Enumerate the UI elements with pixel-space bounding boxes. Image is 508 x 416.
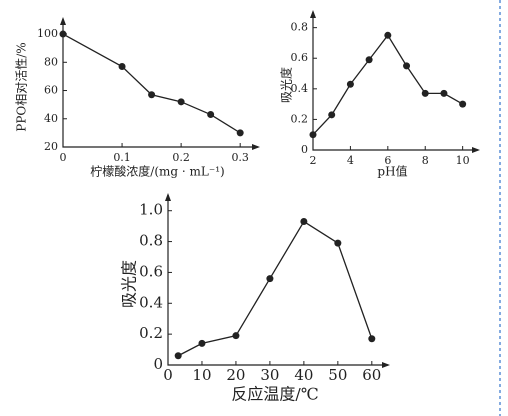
y-axis-label: 吸光度: [120, 260, 139, 308]
x-tick-label: 0.2: [172, 151, 190, 164]
data-line: [177, 220, 373, 357]
axis: [62, 19, 258, 148]
axis-arrow: [60, 17, 260, 150]
data-point: [403, 62, 411, 70]
data-point: [148, 91, 156, 99]
data-point: [198, 339, 206, 347]
y-tick-label: 0: [153, 355, 163, 373]
axis: [312, 12, 478, 151]
data-point: [334, 239, 342, 247]
y-tick-label: 0.2: [291, 112, 309, 125]
data-point: [266, 275, 274, 283]
x-tick-label: 4: [347, 154, 354, 167]
x-tick-label: 50: [328, 366, 347, 384]
axis-arrow: [310, 10, 480, 153]
data-point: [328, 111, 336, 119]
y-tick-label: 0.8: [291, 21, 309, 34]
y-tick-label: 0.4: [139, 293, 163, 311]
x-tick-label: 10: [456, 154, 470, 167]
y-tick-label: 0.4: [291, 82, 309, 95]
data-point: [207, 111, 215, 119]
x-tick-label: 2: [310, 154, 317, 167]
y-tick-label: 80: [44, 55, 58, 68]
data-point: [365, 56, 373, 64]
data-point: [421, 89, 429, 97]
x-tick-label: 30: [260, 366, 279, 384]
y-tick-label: 0: [301, 143, 308, 156]
data-point: [459, 100, 467, 108]
y-tick-label: 60: [44, 84, 58, 97]
data-point: [59, 30, 67, 38]
x-tick-label: 60: [362, 366, 381, 384]
data-line: [312, 34, 463, 136]
x-tick-label: 40: [294, 366, 313, 384]
y-tick-label: 0.8: [139, 232, 163, 250]
data-point: [118, 63, 126, 71]
x-tick-label: 8: [422, 154, 429, 167]
x-tick-label: 0.3: [231, 151, 249, 164]
data-point: [368, 335, 376, 343]
y-tick-label: 1.0: [139, 201, 163, 219]
y-axis-label: PPO相对活性/%: [15, 42, 29, 131]
y-tick-label: 40: [44, 112, 58, 125]
y-tick-label: 0.2: [139, 324, 163, 342]
y-axis-label: 吸光度: [279, 67, 294, 103]
axis: [167, 195, 388, 366]
x-tick-label: 0: [60, 151, 67, 164]
x-tick-label: 0.1: [113, 151, 131, 164]
x-axis-label: pH值: [377, 164, 407, 179]
y-tick-label: 20: [44, 140, 58, 153]
data-point: [384, 31, 392, 39]
data-point: [309, 131, 317, 139]
x-tick-label: 0: [163, 366, 173, 384]
data-point: [300, 218, 308, 226]
data-point: [440, 89, 448, 97]
data-line: [62, 33, 241, 134]
y-tick-label: 0.6: [291, 51, 309, 64]
data-point: [177, 98, 185, 106]
y-tick-label: 0.6: [139, 262, 163, 280]
x-axis-label: 柠檬酸浓度/(mg · mL⁻¹): [90, 164, 224, 179]
x-axis-label: 反应温度/℃: [231, 385, 318, 404]
axis-arrow: [165, 193, 390, 368]
y-tick-label: 100: [37, 27, 58, 40]
data-point: [346, 80, 354, 88]
x-tick-label: 6: [384, 154, 391, 167]
x-tick-label: 10: [192, 366, 211, 384]
data-point: [232, 332, 240, 340]
data-point: [236, 129, 244, 137]
data-point: [174, 352, 182, 360]
x-tick-label: 20: [226, 366, 245, 384]
